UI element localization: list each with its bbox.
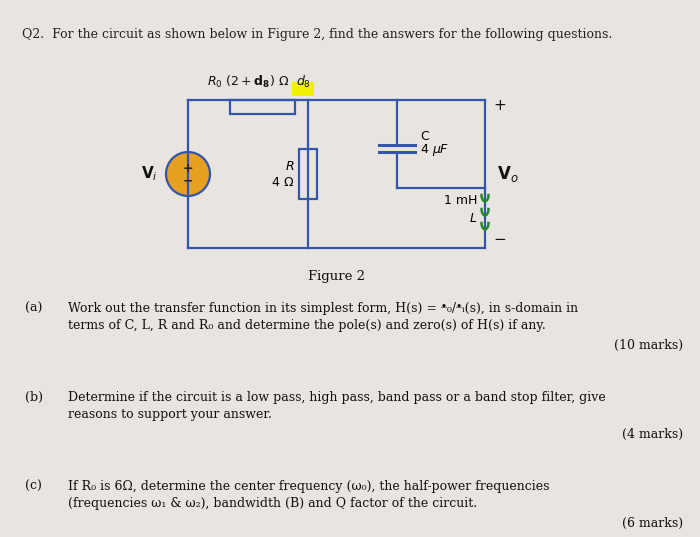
Bar <box>230 100 295 114</box>
Text: +: + <box>493 98 505 112</box>
Text: $R_0\ (2 + \mathbf{d_8})\ \Omega$: $R_0\ (2 + \mathbf{d_8})\ \Omega$ <box>206 74 289 90</box>
Text: L: L <box>470 213 477 226</box>
Text: +: + <box>183 162 193 175</box>
Text: −: − <box>183 175 193 187</box>
Bar <box>299 149 317 199</box>
Text: (b): (b) <box>25 391 43 404</box>
Text: Q2.  For the circuit as shown below in Figure 2, find the answers for the follow: Q2. For the circuit as shown below in Fi… <box>22 28 612 41</box>
Text: $\mathbf{V}_o$: $\mathbf{V}_o$ <box>497 164 519 184</box>
Text: (c): (c) <box>25 480 42 493</box>
Text: $d_8$: $d_8$ <box>295 74 311 90</box>
Text: $\mathbf{V}_i$: $\mathbf{V}_i$ <box>141 165 158 183</box>
Text: 1 mH: 1 mH <box>444 194 477 207</box>
Circle shape <box>166 152 210 196</box>
Text: R: R <box>286 159 294 172</box>
Text: $4\ \mu F$: $4\ \mu F$ <box>421 142 450 158</box>
Text: C: C <box>421 129 429 142</box>
Text: −: − <box>493 233 505 248</box>
Text: Figure 2: Figure 2 <box>308 270 365 283</box>
Text: reasons to support your answer.: reasons to support your answer. <box>68 408 272 421</box>
Text: (frequencies ω₁ & ω₂), bandwidth (B) and Q factor of the circuit.: (frequencies ω₁ & ω₂), bandwidth (B) and… <box>68 497 477 510</box>
Text: If R₀ is 6Ω, determine the center frequency (ω₀), the half-power frequencies: If R₀ is 6Ω, determine the center freque… <box>68 480 550 493</box>
Text: (4 marks): (4 marks) <box>622 429 683 441</box>
Text: (6 marks): (6 marks) <box>622 518 683 531</box>
Text: (10 marks): (10 marks) <box>614 339 683 352</box>
Text: $4\ \Omega$: $4\ \Omega$ <box>271 176 294 188</box>
FancyBboxPatch shape <box>292 82 314 96</box>
Text: terms of C, L, R and R₀ and determine the pole(s) and zero(s) of H(s) if any.: terms of C, L, R and R₀ and determine th… <box>68 319 546 332</box>
Text: Work out the transfer function in its simplest form, H(s) = ᵜ₀/ᵜᵢ(s), in s-domai: Work out the transfer function in its si… <box>68 302 578 315</box>
Text: (a): (a) <box>25 302 43 315</box>
Text: Determine if the circuit is a low pass, high pass, band pass or a band stop filt: Determine if the circuit is a low pass, … <box>68 391 606 404</box>
